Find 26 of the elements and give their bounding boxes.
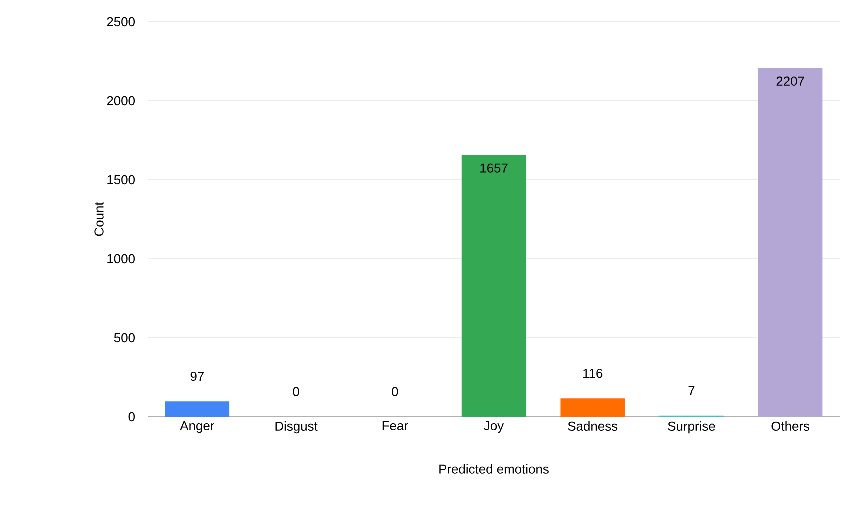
data-label: 1657 bbox=[480, 164, 508, 173]
data-label: 0 bbox=[293, 387, 300, 396]
data-label: 2207 bbox=[776, 76, 804, 86]
x-axis-title: Predicted emotions bbox=[440, 464, 549, 474]
x-tick-label: Surprise bbox=[668, 421, 716, 434]
y-tick-label: 1500 bbox=[108, 175, 135, 185]
y-tick-label: 2500 bbox=[107, 17, 135, 27]
x-tick-label: Anger bbox=[180, 422, 214, 434]
x-tick-label: Fear bbox=[382, 422, 408, 431]
data-label: 7 bbox=[688, 386, 695, 396]
y-tick-label: 0 bbox=[128, 412, 135, 422]
x-tick-label: Others bbox=[772, 421, 810, 432]
data-label: 97 bbox=[190, 372, 204, 382]
bar bbox=[165, 402, 230, 417]
y-axis-title: Count bbox=[94, 202, 104, 236]
y-tick-label: 500 bbox=[114, 333, 135, 343]
bar bbox=[462, 155, 526, 417]
y-tick-label: 1000 bbox=[108, 254, 135, 264]
x-tick-label: Joy bbox=[484, 422, 504, 434]
data-label: 116 bbox=[584, 368, 603, 378]
bar bbox=[758, 68, 823, 417]
data-label: 0 bbox=[392, 387, 398, 396]
x-tick-label: Disgust bbox=[276, 421, 318, 434]
y-tick-label: 2000 bbox=[107, 96, 135, 106]
bar bbox=[560, 398, 625, 417]
x-tick-label: Sadness bbox=[568, 421, 618, 432]
